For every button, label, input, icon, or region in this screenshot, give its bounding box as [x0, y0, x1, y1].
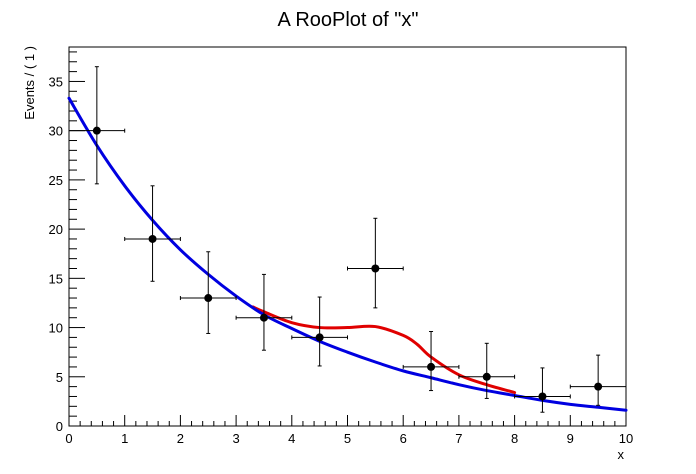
data-marker	[594, 382, 603, 391]
data-point	[569, 354, 627, 406]
y-axis-label: Events / ( 1 )	[22, 46, 37, 120]
data-marker	[92, 126, 101, 135]
x-tick-label: 2	[177, 431, 184, 446]
y-tick-label: 10	[49, 321, 63, 336]
y-tick-label: 15	[49, 271, 63, 286]
data-point	[124, 185, 181, 282]
data-marker	[371, 264, 380, 273]
data-point	[179, 251, 237, 334]
x-tick-label: 4	[288, 431, 295, 446]
data-point	[514, 367, 571, 413]
y-tick-label: 20	[49, 222, 63, 237]
chart-title: A RooPlot of "x"	[278, 9, 419, 31]
x-tick-label: 7	[455, 431, 462, 446]
x-tick-label: 5	[344, 431, 351, 446]
data-point	[402, 330, 460, 392]
data-marker	[204, 294, 213, 303]
data-marker	[538, 392, 547, 401]
x-tick-label: 3	[232, 431, 239, 446]
y-tick-label: 30	[49, 124, 63, 139]
data-point	[347, 217, 404, 309]
x-tick-label: 0	[65, 431, 72, 446]
data-marker	[259, 313, 268, 322]
x-tick-label: 1	[121, 431, 128, 446]
data-marker	[427, 362, 436, 371]
y-tick-label: 5	[56, 370, 63, 385]
y-tick-label: 0	[56, 419, 63, 434]
data-marker	[482, 372, 491, 381]
background-curve	[67, 96, 628, 412]
data-point	[68, 66, 126, 185]
x-tick-label: 9	[567, 431, 574, 446]
data-point	[235, 273, 293, 351]
x-axis-label: x	[618, 447, 625, 462]
signal-plus-background-curve	[251, 305, 517, 395]
x-tick-label: 8	[511, 431, 518, 446]
data-point	[291, 296, 348, 367]
y-tick-label: 35	[49, 74, 63, 89]
y-tick-label: 25	[49, 173, 63, 188]
data-marker	[148, 234, 157, 243]
data-marker	[315, 333, 324, 342]
x-tick-label: 10	[619, 431, 633, 446]
data-point	[458, 342, 516, 399]
x-tick-label: 6	[400, 431, 407, 446]
